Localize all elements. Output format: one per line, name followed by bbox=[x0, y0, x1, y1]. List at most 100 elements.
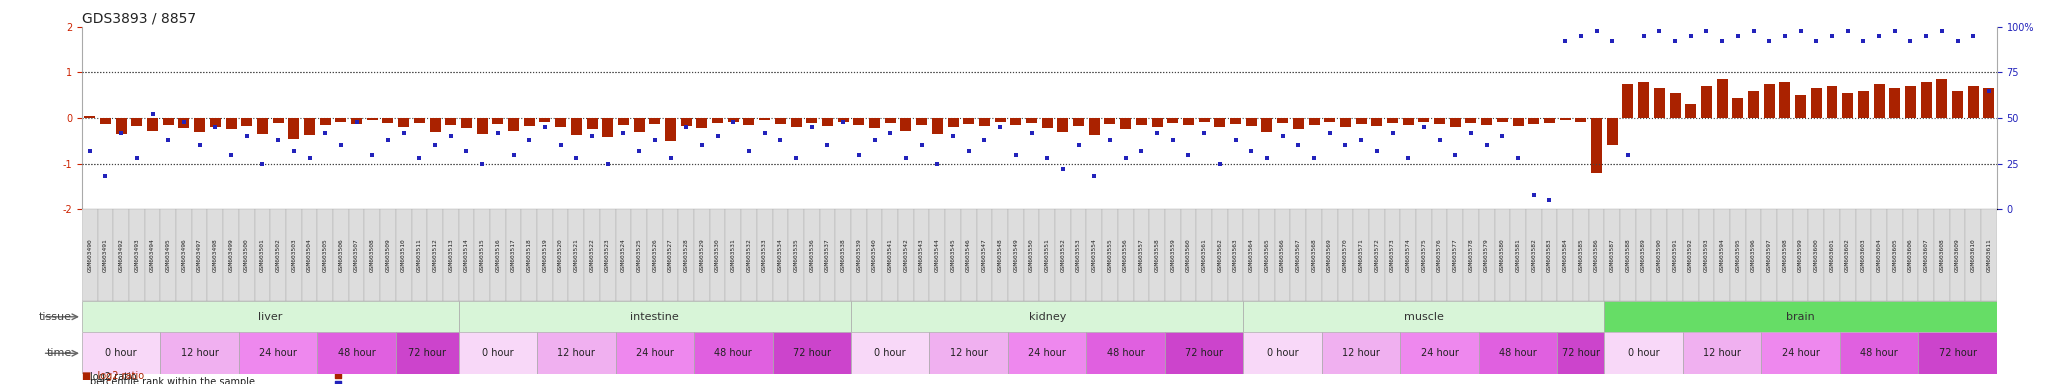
Bar bbox=[160, 209, 176, 301]
Text: GSM603510: GSM603510 bbox=[401, 238, 406, 272]
Bar bbox=[1042, 118, 1053, 128]
Bar bbox=[383, 118, 393, 122]
Text: GSM603509: GSM603509 bbox=[385, 238, 391, 272]
Bar bbox=[444, 118, 457, 125]
Point bbox=[403, 155, 436, 161]
Bar bbox=[317, 209, 334, 301]
Bar bbox=[430, 118, 440, 132]
Bar bbox=[1890, 88, 1901, 118]
Point bbox=[1958, 33, 1991, 39]
Point bbox=[700, 133, 733, 139]
Point bbox=[936, 133, 969, 139]
Bar bbox=[868, 118, 881, 128]
Bar bbox=[428, 209, 442, 301]
Bar bbox=[932, 118, 942, 134]
Bar bbox=[1792, 209, 1808, 301]
Point bbox=[653, 155, 686, 161]
Bar bbox=[1309, 118, 1319, 125]
Point bbox=[1565, 33, 1597, 39]
Point bbox=[1548, 38, 1581, 45]
Bar bbox=[1262, 118, 1272, 132]
Text: 24 hour: 24 hour bbox=[260, 348, 297, 358]
Text: GSM603560: GSM603560 bbox=[1186, 238, 1192, 272]
Text: GSM603572: GSM603572 bbox=[1374, 238, 1378, 272]
Bar bbox=[223, 209, 240, 301]
Bar bbox=[1556, 332, 1604, 374]
Bar bbox=[319, 118, 330, 125]
Bar bbox=[1982, 88, 1995, 118]
Text: 72 hour: 72 hour bbox=[1939, 348, 1976, 358]
Text: GSM603604: GSM603604 bbox=[1876, 238, 1882, 272]
Point bbox=[795, 124, 827, 130]
Bar bbox=[649, 118, 659, 124]
Point bbox=[465, 161, 498, 167]
Bar bbox=[1778, 209, 1792, 301]
Bar bbox=[287, 209, 301, 301]
Bar bbox=[1903, 209, 1919, 301]
Text: GSM603597: GSM603597 bbox=[1767, 238, 1772, 272]
Point bbox=[1298, 155, 1331, 161]
Bar bbox=[571, 118, 582, 136]
Bar bbox=[1133, 209, 1149, 301]
Text: GSM603553: GSM603553 bbox=[1075, 238, 1081, 272]
Text: GSM603602: GSM603602 bbox=[1845, 238, 1849, 272]
Bar bbox=[1808, 209, 1825, 301]
Bar bbox=[1855, 209, 1872, 301]
Point bbox=[1063, 142, 1096, 149]
Bar bbox=[852, 209, 866, 301]
Bar bbox=[616, 332, 694, 374]
Bar bbox=[160, 332, 240, 374]
Text: GSM603536: GSM603536 bbox=[809, 238, 815, 272]
Bar bbox=[666, 118, 676, 141]
Bar bbox=[1839, 209, 1855, 301]
Text: GSM603549: GSM603549 bbox=[1014, 238, 1018, 272]
Point bbox=[1376, 130, 1409, 136]
Text: GSM603506: GSM603506 bbox=[338, 238, 344, 272]
Point bbox=[1077, 174, 1110, 180]
Text: GSM603539: GSM603539 bbox=[856, 238, 862, 272]
Bar bbox=[1731, 209, 1745, 301]
Point bbox=[1628, 33, 1661, 39]
Bar bbox=[336, 118, 346, 122]
Bar bbox=[1071, 209, 1085, 301]
Bar bbox=[395, 209, 412, 301]
Bar bbox=[82, 209, 98, 301]
Text: GSM603584: GSM603584 bbox=[1563, 238, 1567, 272]
Bar bbox=[852, 301, 1243, 332]
Text: GSM603608: GSM603608 bbox=[1939, 238, 1944, 272]
Text: GSM603495: GSM603495 bbox=[166, 238, 170, 272]
Bar bbox=[1749, 91, 1759, 118]
Bar bbox=[1636, 209, 1651, 301]
Bar bbox=[946, 209, 961, 301]
Bar bbox=[1243, 209, 1260, 301]
Bar bbox=[852, 332, 930, 374]
Bar bbox=[1604, 301, 1997, 332]
Bar bbox=[1292, 118, 1305, 129]
Point bbox=[1753, 38, 1786, 45]
Text: GSM603573: GSM603573 bbox=[1391, 238, 1395, 272]
Bar bbox=[694, 209, 711, 301]
Text: GSM603606: GSM603606 bbox=[1909, 238, 1913, 272]
Point bbox=[512, 137, 545, 143]
Bar bbox=[979, 118, 989, 126]
Bar bbox=[1432, 209, 1448, 301]
Text: 48 hour: 48 hour bbox=[1106, 348, 1145, 358]
Bar bbox=[618, 118, 629, 125]
Text: percentile rank within the sample: percentile rank within the sample bbox=[90, 377, 254, 384]
Point bbox=[1094, 137, 1126, 143]
Point bbox=[545, 142, 578, 149]
Bar bbox=[1620, 209, 1636, 301]
Text: GSM603564: GSM603564 bbox=[1249, 238, 1253, 272]
Bar bbox=[1212, 209, 1227, 301]
Bar bbox=[1325, 118, 1335, 122]
Point bbox=[1393, 155, 1425, 161]
Bar bbox=[348, 209, 365, 301]
Text: GSM603561: GSM603561 bbox=[1202, 238, 1206, 272]
Bar bbox=[1339, 118, 1352, 127]
Text: GSM603600: GSM603600 bbox=[1815, 238, 1819, 272]
Bar bbox=[100, 118, 111, 124]
Text: GSM603583: GSM603583 bbox=[1546, 238, 1552, 272]
Text: 0 hour: 0 hour bbox=[481, 348, 514, 358]
Bar bbox=[788, 209, 805, 301]
Text: GSM603535: GSM603535 bbox=[793, 238, 799, 272]
